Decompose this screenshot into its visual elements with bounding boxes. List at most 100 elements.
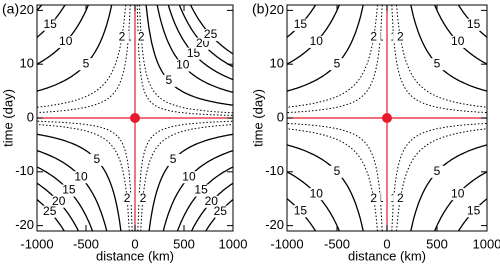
plot-area: 1111222255551010101015151515 xyxy=(287,5,487,231)
contour-label: 2 xyxy=(119,29,126,43)
contour-line xyxy=(287,171,340,231)
contour-line xyxy=(37,149,108,231)
contour-label: 20 xyxy=(205,194,219,208)
contour-line xyxy=(37,5,43,11)
contour-label-bg xyxy=(466,205,481,218)
contour-line xyxy=(156,5,233,94)
contour-label: 5 xyxy=(434,164,441,178)
contour-label: 5 xyxy=(170,152,177,166)
marker-point xyxy=(382,113,392,123)
x-axis-label: distance (km) xyxy=(348,248,426,263)
x-tick-label: 500 xyxy=(173,236,195,251)
contour-label: 5 xyxy=(83,56,90,70)
x-tick-label: 500 xyxy=(426,236,448,251)
contour-label: 10 xyxy=(310,186,324,200)
contour-line xyxy=(434,171,487,231)
contour-label: 2 xyxy=(370,29,377,43)
contour-label-bg xyxy=(74,171,89,184)
contour-label-bg xyxy=(330,58,344,71)
contour-label-bg xyxy=(194,184,209,197)
contour-line xyxy=(287,144,364,231)
contour-label: 25 xyxy=(43,204,57,218)
contour-label-bg xyxy=(450,188,465,201)
contour-label: 5 xyxy=(94,152,101,166)
contour-label: 2 xyxy=(397,191,404,205)
contour-line xyxy=(148,133,233,231)
contour-label: 2 xyxy=(138,29,145,43)
marker-point xyxy=(130,113,140,123)
x-tick-label: -500 xyxy=(324,236,350,251)
contour-label-bg xyxy=(203,28,218,41)
y-tick-label: -20 xyxy=(15,217,34,232)
contour-label-bg xyxy=(89,153,104,166)
contour-label: 15 xyxy=(62,183,76,197)
contour-label: 15 xyxy=(194,183,208,197)
x-tick-label: 0 xyxy=(131,236,138,251)
contour-label-bg xyxy=(161,74,176,87)
plot-area: 1111222255551010101015151515202020252525 xyxy=(37,5,233,231)
panel-label: (a) xyxy=(2,1,19,17)
contour-label: 5 xyxy=(165,73,172,87)
x-tick-label: 0 xyxy=(383,236,390,251)
contour-label-bg xyxy=(120,192,135,205)
contour-label-bg xyxy=(330,165,344,178)
contour-label-bg xyxy=(79,58,93,71)
contour-label-bg xyxy=(42,205,57,218)
contour-label-bg xyxy=(166,153,181,166)
contour-label-bg xyxy=(293,18,308,31)
contour-label-bg xyxy=(186,47,201,60)
contour-label-bg xyxy=(175,59,190,72)
contour-line xyxy=(37,124,130,231)
contour-label-bg xyxy=(466,18,481,31)
y-axis-label: time (day) xyxy=(250,89,265,147)
y-tick-label: 0 xyxy=(277,109,284,124)
contour-label: 20 xyxy=(52,194,66,208)
contour-line xyxy=(37,5,127,108)
contour-line xyxy=(162,149,233,231)
x-tick-label: -1000 xyxy=(20,236,53,251)
contour-line xyxy=(287,122,383,231)
x-tick-label: -1000 xyxy=(270,236,303,251)
y-tick-label: -20 xyxy=(265,217,284,232)
contour-line xyxy=(145,5,233,106)
contour-line xyxy=(396,128,487,231)
contour-label-bg xyxy=(393,31,408,44)
y-tick-label: 20 xyxy=(20,2,34,17)
contour-label: 10 xyxy=(451,34,465,48)
contour-line xyxy=(37,133,122,231)
contour-label-bg xyxy=(430,165,444,178)
x-tick-label: -500 xyxy=(73,236,99,251)
contour-line xyxy=(140,124,233,231)
y-axis-label: time (day) xyxy=(0,89,15,147)
contour-line xyxy=(287,5,383,114)
contour-label: 2 xyxy=(124,191,131,205)
y-tick-label: 10 xyxy=(270,56,284,71)
contour-label: 2 xyxy=(397,29,404,43)
contour-label: 25 xyxy=(204,27,218,41)
contour-line xyxy=(287,5,364,92)
contour-label: 10 xyxy=(451,186,465,200)
contour-line xyxy=(287,128,378,231)
contour-label: 10 xyxy=(182,169,196,183)
panel-label: (b) xyxy=(252,1,269,17)
contour-line xyxy=(287,5,378,108)
contour-label-bg xyxy=(204,195,219,208)
contour-line xyxy=(137,120,233,231)
contour-label-bg xyxy=(58,35,73,48)
contour-label-bg xyxy=(51,195,66,208)
contour-label-bg xyxy=(61,184,76,197)
contour-line xyxy=(410,5,487,92)
contour-label: 15 xyxy=(294,203,308,217)
contour-label: 15 xyxy=(43,17,57,31)
x-tick-label: 1000 xyxy=(473,236,500,251)
contour-label-bg xyxy=(134,31,149,44)
contour-label-bg xyxy=(43,18,58,31)
contour-label-bg xyxy=(309,188,324,201)
x-tick-label: 1000 xyxy=(219,236,248,251)
contour-label-bg xyxy=(181,171,196,184)
contour-line xyxy=(37,5,113,92)
contour-label: 15 xyxy=(294,17,308,31)
contour-label: 10 xyxy=(74,169,88,183)
x-axis-label: distance (km) xyxy=(96,248,174,263)
